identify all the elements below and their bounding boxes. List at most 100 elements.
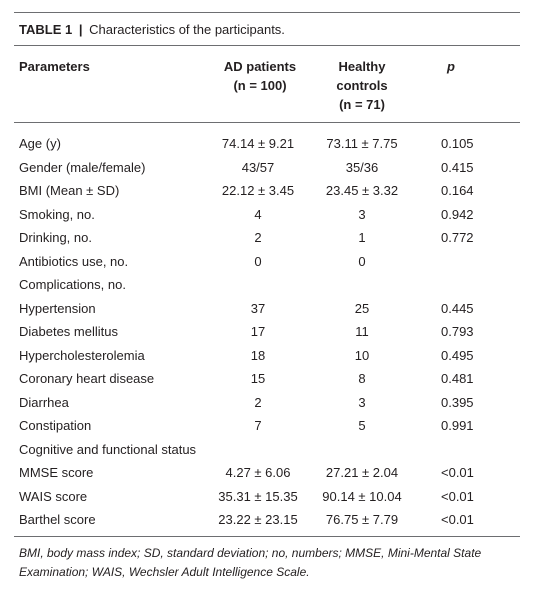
table-row: Cognitive and functional status: [0, 438, 534, 462]
bottom-rule: [14, 536, 520, 537]
table-row: MMSE score 4.27 ± 6.06 27.21 ± 2.04 <0.01: [0, 461, 534, 485]
table-caption: TABLE 1 | Characteristics of the partici…: [19, 22, 285, 38]
caption-label: TABLE 1: [19, 22, 73, 37]
header-hc-line3: (n = 71): [339, 97, 385, 112]
cell-parameter: Smoking, no.: [19, 206, 95, 222]
cell-healthy-controls: 0: [358, 253, 366, 269]
cell-parameter: Diarrhea: [19, 394, 69, 410]
cell-ad-patients: 22.12 ± 3.45: [221, 183, 295, 198]
table-row: Barthel score 23.22 ± 23.15 76.75 ± 7.79 <0…: [0, 508, 534, 532]
table-row: Hypertension 37 25 0.445: [0, 297, 534, 321]
table-row: Hypercholesterolemia 18 10 0.495: [0, 344, 534, 368]
cell-ad-patients: 15: [250, 371, 266, 386]
cell-healthy-controls: 10: [354, 347, 370, 363]
caption-rule: [14, 45, 520, 46]
cell-p-value: 0.942: [441, 206, 474, 222]
cell-ad-patients: 2: [254, 394, 262, 410]
cell-healthy-controls: 11: [355, 324, 369, 339]
cell-ad-patients: 17: [250, 324, 266, 339]
header-parameters: Parameters: [19, 57, 90, 76]
table-row: Constipation 7 5 0.991: [0, 414, 534, 438]
cell-p-value: 0.991: [441, 418, 474, 433]
header-p-value: p: [447, 57, 455, 76]
cell-parameter: BMI (Mean ± SD): [19, 183, 120, 198]
table-row: Drinking, no. 2 1 0.772: [0, 226, 534, 250]
cell-parameter: Antibiotics use, no.: [19, 253, 129, 269]
table-row: Antibiotics use, no. 0 0: [0, 250, 534, 274]
header-p-label: p: [447, 59, 455, 74]
cell-parameter: Barthel score: [19, 512, 96, 527]
cell-healthy-controls: 1: [358, 230, 366, 245]
cell-p-value: <0.01: [441, 488, 474, 504]
cell-ad-patients: 35.31 ± 15.35: [218, 488, 298, 504]
cell-parameter: Hypercholesterolemia: [19, 347, 145, 363]
table-footnote: BMI, body mass index; SD, standard devia…: [19, 546, 482, 579]
header-parameters-label: Parameters: [19, 59, 90, 74]
cell-parameter: Complications, no.: [19, 277, 126, 292]
table-row: Complications, no.: [0, 273, 534, 297]
cell-ad-patients: 7: [254, 418, 262, 433]
cell-p-value: 0.481: [441, 371, 474, 386]
table-row: Coronary heart disease 15 8 0.481: [0, 367, 534, 391]
cell-ad-patients: 2: [254, 230, 262, 245]
cell-p-value: 0.105: [441, 136, 474, 151]
cell-healthy-controls: 73.11 ± 7.75: [326, 136, 398, 151]
cell-ad-patients: 4.27 ± 6.06: [225, 465, 291, 480]
cell-healthy-controls: 27.21 ± 2.04: [325, 465, 399, 480]
cell-parameter: Cognitive and functional status: [19, 441, 197, 457]
cell-parameter: Diabetes mellitus: [19, 324, 118, 339]
header-ad-line2: (n = 100): [233, 78, 287, 93]
cell-parameter: Age (y): [19, 136, 61, 151]
cell-parameter: Gender (male/female): [19, 159, 146, 175]
cell-ad-patients: 37: [250, 300, 266, 316]
table-row: Age (y) 74.14 ± 9.21 73.11 ± 7.75 0.105: [0, 132, 534, 156]
cell-p-value: <0.01: [441, 465, 474, 480]
cell-p-value: 0.395: [441, 394, 474, 410]
cell-p-value: 0.445: [441, 300, 474, 316]
cell-parameter: MMSE score: [19, 465, 94, 480]
cell-healthy-controls: 3: [358, 394, 366, 410]
table-body: Age (y) 74.14 ± 9.21 73.11 ± 7.75 0.105 Gend…: [0, 132, 534, 532]
cell-p-value: 0.793: [441, 324, 474, 339]
cell-parameter: Coronary heart disease: [19, 371, 155, 386]
cell-healthy-controls: 3: [358, 206, 366, 222]
header-hc-line2: controls: [336, 78, 388, 93]
cell-p-value: 0.415: [441, 159, 474, 175]
cell-ad-patients: 23.22 ± 23.15: [218, 512, 298, 527]
header-hc-line1: Healthy: [338, 59, 386, 74]
cell-p-value: 0.164: [441, 183, 474, 198]
header-ad-line1: AD patients: [223, 59, 297, 74]
header-ad-patients: AD patients (n = 100): [214, 57, 306, 95]
cell-healthy-controls: 35/36: [345, 159, 379, 175]
table-row: Diarrhea 2 3 0.395: [0, 391, 534, 415]
table-row: Smoking, no. 4 3 0.942: [0, 203, 534, 227]
table-row: BMI (Mean ± SD) 22.12 ± 3.45 23.45 ± 3.32 0…: [0, 179, 534, 203]
cell-p-value: 0.495: [441, 347, 474, 363]
cell-parameter: Hypertension: [19, 300, 96, 316]
cell-healthy-controls: 76.75 ± 7.79: [325, 512, 399, 527]
cell-parameter: Constipation: [19, 418, 92, 433]
cell-healthy-controls: 23.45 ± 3.32: [325, 183, 399, 198]
cell-healthy-controls: 5: [358, 418, 366, 433]
cell-ad-patients: 4: [254, 206, 262, 222]
cell-ad-patients: 74.14 ± 9.21: [221, 136, 295, 151]
cell-ad-patients: 43/57: [241, 159, 275, 175]
cell-healthy-controls: 25: [354, 300, 370, 316]
cell-parameter: Drinking, no.: [19, 230, 92, 245]
header-rule: [14, 122, 520, 123]
cell-ad-patients: 0: [254, 253, 262, 269]
cell-parameter: WAIS score: [19, 488, 88, 504]
cell-p-value: <0.01: [441, 512, 474, 527]
table-row: WAIS score 35.31 ± 15.35 90.14 ± 10.04 <0.0…: [0, 485, 534, 509]
header-healthy-controls: Healthy controls (n = 71): [318, 57, 406, 114]
top-rule: [14, 12, 520, 13]
cell-healthy-controls: 8: [358, 371, 366, 386]
cell-p-value: 0.772: [441, 230, 474, 245]
caption-text: Characteristics of the participants.: [89, 22, 285, 37]
cell-ad-patients: 18: [250, 347, 266, 363]
cell-healthy-controls: 90.14 ± 10.04: [322, 488, 402, 504]
table-row: Diabetes mellitus 17 11 0.793: [0, 320, 534, 344]
table-row: Gender (male/female) 43/57 35/36 0.415: [0, 156, 534, 180]
caption-separator: |: [78, 22, 83, 37]
